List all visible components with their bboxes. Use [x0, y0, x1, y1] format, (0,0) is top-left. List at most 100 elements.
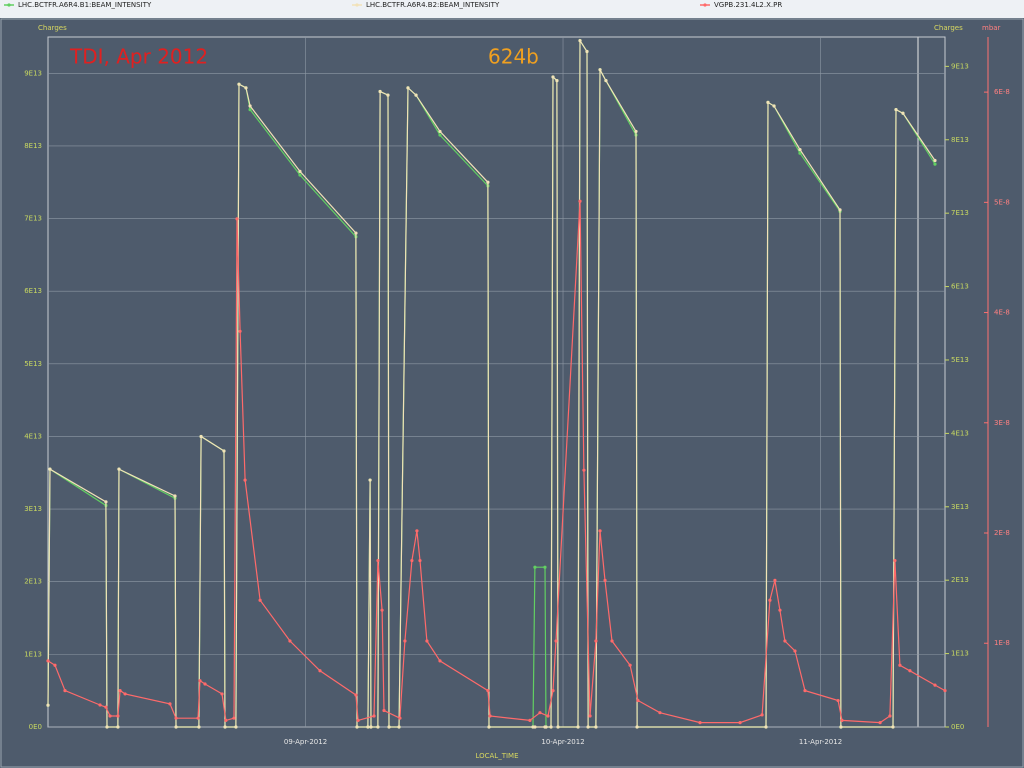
y2-axis-label: mbar	[982, 24, 1001, 32]
y2-tick-label: 1E-8	[994, 639, 1010, 647]
y3-tick-label: 7E13	[951, 209, 969, 217]
data-point	[378, 89, 382, 94]
data-point	[224, 718, 228, 722]
y3-tick-label: 2E13	[951, 576, 969, 584]
x-tick-label: 10-Apr-2012	[541, 738, 584, 746]
data-point	[698, 720, 702, 725]
data-point	[803, 689, 807, 693]
data-point	[576, 725, 580, 729]
data-point	[382, 708, 386, 713]
data-point	[403, 639, 407, 643]
data-point	[582, 468, 586, 472]
data-point	[778, 608, 782, 612]
data-point	[318, 669, 322, 673]
data-point	[438, 133, 442, 137]
data-point	[196, 716, 200, 720]
y-tick-label: 8E13	[24, 142, 42, 150]
y3-tick-label: 6E13	[951, 283, 969, 291]
data-point	[298, 169, 302, 173]
y-tick-label: 0E0	[29, 723, 42, 731]
y2-tick-label: 4E-8	[994, 309, 1010, 317]
data-point	[893, 558, 897, 563]
y3-tick-label: 3E13	[951, 503, 969, 511]
x-tick-label: 09-Apr-2012	[284, 738, 327, 746]
annotation: 624b	[488, 45, 539, 69]
data-point	[528, 718, 532, 722]
data-point	[63, 689, 67, 693]
data-point	[203, 682, 207, 686]
data-point	[768, 598, 772, 602]
y-axis-label: Charges	[38, 24, 67, 32]
data-point	[603, 578, 607, 583]
data-point	[174, 725, 178, 729]
y3-tick-label: 1E13	[951, 650, 969, 658]
data-point	[933, 683, 937, 687]
data-point	[839, 725, 843, 729]
data-point	[793, 649, 797, 653]
data-point	[636, 698, 640, 703]
data-point	[220, 692, 224, 696]
y-tick-label: 3E13	[24, 505, 42, 513]
data-point	[380, 608, 384, 612]
data-point	[838, 208, 842, 212]
data-point	[588, 714, 592, 718]
data-point	[798, 151, 802, 155]
data-point	[764, 725, 768, 729]
data-point	[98, 703, 102, 707]
data-point	[543, 565, 547, 569]
y2-tick-label: 2E-8	[994, 529, 1010, 537]
data-point	[258, 598, 262, 602]
data-point	[232, 716, 236, 720]
data-point	[48, 467, 52, 471]
data-point	[386, 93, 390, 97]
data-point	[533, 565, 537, 569]
legend-marker	[7, 3, 11, 7]
data-point	[766, 100, 770, 104]
plot-area	[47, 36, 946, 728]
data-point	[174, 716, 178, 720]
data-point	[108, 714, 112, 718]
data-point	[898, 663, 902, 667]
y3-tick-label: 9E13	[951, 62, 969, 70]
data-point	[235, 217, 239, 221]
data-point	[438, 659, 442, 663]
data-point	[578, 199, 582, 203]
data-point	[173, 494, 177, 498]
data-point	[586, 725, 590, 729]
y-tick-label: 1E13	[24, 650, 42, 658]
data-point	[355, 725, 359, 729]
data-point	[397, 725, 401, 729]
y-tick-label: 6E13	[24, 287, 42, 295]
data-point	[798, 147, 802, 152]
legend-marker	[703, 3, 707, 7]
data-point	[376, 558, 380, 563]
legend-label: LHC.BCTFR.A6R4.B1:BEAM_INTENSITY	[18, 1, 152, 9]
data-point	[487, 725, 491, 729]
y2-tick-label: 5E-8	[994, 198, 1010, 206]
x-axis-label: LOCAL_TIME	[475, 752, 518, 760]
data-point	[658, 711, 662, 715]
data-point	[538, 711, 542, 715]
data-point	[438, 129, 442, 134]
y2-tick-label: 6E-8	[994, 88, 1010, 96]
legend-marker	[355, 3, 359, 7]
data-point	[933, 158, 937, 163]
data-point	[840, 718, 844, 722]
data-point	[551, 689, 555, 693]
data-point	[354, 231, 358, 235]
data-point	[908, 669, 912, 673]
data-point	[376, 725, 380, 729]
data-point	[901, 111, 905, 115]
data-point	[116, 725, 120, 729]
data-point	[488, 714, 492, 718]
data-point	[486, 689, 490, 693]
y3-tick-label: 4E13	[951, 429, 969, 437]
series-line	[47, 201, 946, 724]
legend-label: VGPB.231.4L2.X.PR	[714, 1, 782, 9]
data-point	[198, 679, 202, 683]
data-point	[237, 82, 241, 86]
y3-tick-label: 8E13	[951, 136, 969, 144]
data-point	[105, 725, 109, 729]
data-point	[104, 705, 108, 709]
